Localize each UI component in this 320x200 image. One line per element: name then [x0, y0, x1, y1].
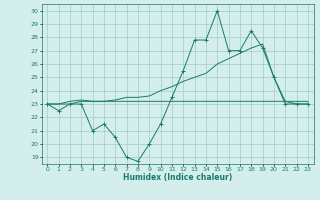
X-axis label: Humidex (Indice chaleur): Humidex (Indice chaleur) — [123, 173, 232, 182]
